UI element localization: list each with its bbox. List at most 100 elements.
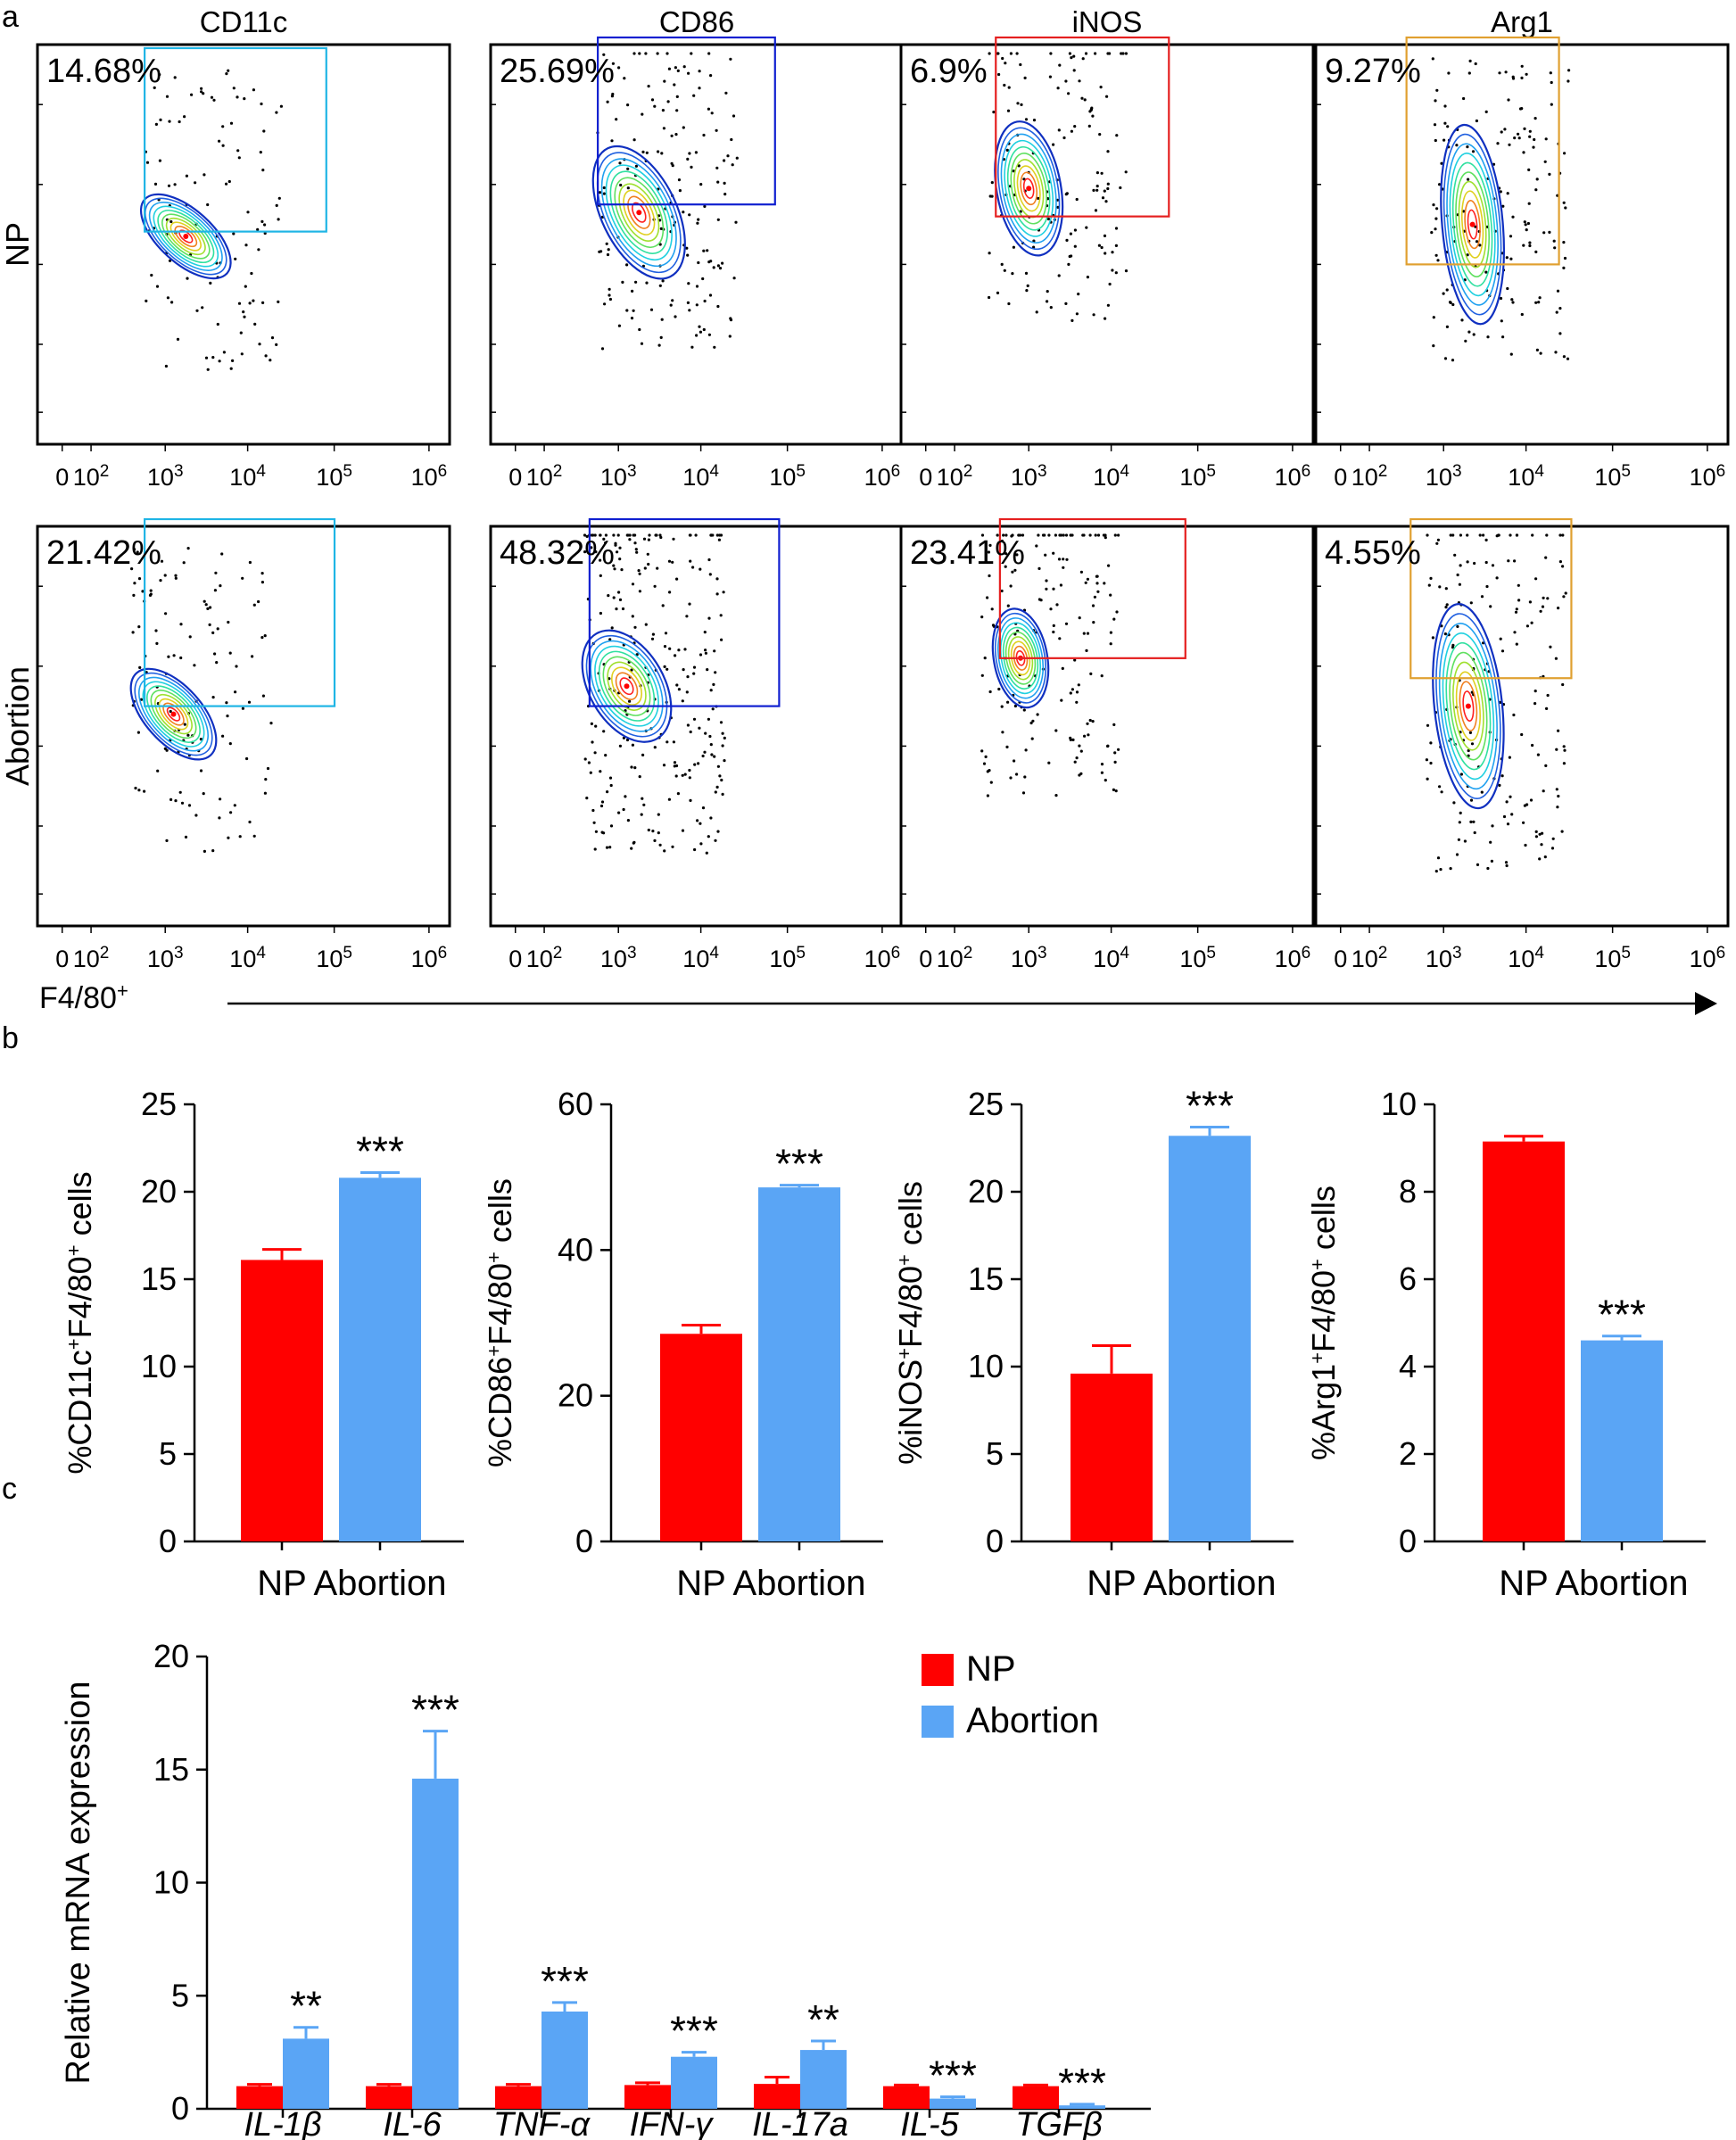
flow-event-dot (1550, 847, 1555, 850)
flow-event-dot (1545, 706, 1549, 711)
y-tick-label: 20 (968, 1173, 1004, 1210)
flow-contour-line (1438, 623, 1498, 790)
flow-event-dot (1525, 72, 1528, 76)
x-tick-label: NP (676, 1564, 726, 1603)
flow-event-dot (1100, 171, 1104, 175)
flow-event-dot (1104, 536, 1107, 540)
flow-event-dot (723, 759, 726, 763)
flow-event-dot (229, 121, 234, 125)
flow-contour-line (619, 677, 634, 696)
flow-event-dot (583, 757, 587, 761)
flow-event-dot (1539, 609, 1542, 613)
flow-event-dot (1113, 533, 1117, 537)
bar-abortion (1581, 1340, 1663, 1541)
flow-x-tick-label: 104 (229, 462, 266, 492)
flow-event-dot (1522, 151, 1525, 154)
flow-event-dot (604, 754, 608, 757)
flow-event-dot (203, 173, 206, 177)
flow-event-dot (719, 721, 723, 724)
flow-event-dot (184, 835, 188, 839)
flow-event-dot (235, 665, 238, 668)
flow-event-dot (706, 249, 709, 252)
flow-event-dot (1456, 624, 1459, 629)
flow-plot-frame (489, 43, 905, 446)
flow-event-dot (1544, 556, 1548, 559)
flow-event-dot (172, 654, 176, 657)
flow-event-dot (202, 92, 205, 95)
x-tick-label: NP (1087, 1564, 1137, 1603)
flow-event-dot (1058, 63, 1062, 67)
flow-event-dot (1429, 741, 1433, 745)
flow-event-dot (662, 127, 666, 130)
flow-event-dot (657, 150, 660, 153)
flow-density-peak (183, 234, 189, 239)
flow-event-dot (1436, 259, 1440, 262)
bar-abortion (1169, 1136, 1251, 1541)
y-tick-label: 15 (968, 1260, 1004, 1297)
flow-event-dot (182, 561, 186, 565)
flow-event-dot (1090, 106, 1094, 110)
flow-event-dot (719, 533, 723, 537)
flow-x-tick-label: 104 (682, 944, 719, 973)
flow-event-dot (1115, 134, 1119, 137)
flow-x-tick-label: 105 (1179, 462, 1216, 492)
flow-event-dot (1052, 630, 1055, 634)
flow-event-dot (1024, 271, 1029, 275)
flow-event-dot (1039, 599, 1043, 602)
flow-event-dot (133, 548, 136, 551)
flow-density-peak (624, 683, 630, 690)
flow-event-dot (1111, 251, 1114, 254)
flow-contour-line (134, 672, 213, 756)
flow-event-dot (158, 73, 161, 77)
flow-event-dot (1048, 75, 1052, 78)
flow-event-dot (1075, 312, 1079, 316)
flow-contour-line (1455, 171, 1490, 277)
flow-event-dot (248, 302, 252, 305)
flow-event-dot (1533, 690, 1537, 693)
flow-x-tick-label: 102 (1352, 944, 1388, 973)
flow-event-dot (1560, 830, 1564, 833)
flow-event-dot (1077, 683, 1080, 687)
flow-event-dot (277, 196, 281, 200)
flow-event-dot (1523, 220, 1526, 224)
flow-event-dot (1533, 117, 1537, 120)
flow-event-dot (1002, 533, 1005, 537)
flow-event-dot (650, 98, 655, 102)
flow-event-dot (1083, 734, 1087, 738)
flow-event-dot (659, 227, 663, 230)
flow-plot-abortion-arg1: 4.55% 0 102 103 104 105 106 (1314, 517, 1730, 973)
flow-event-dot (1528, 129, 1532, 133)
flow-event-dot (1561, 533, 1565, 537)
flow-event-dot (675, 95, 679, 98)
flow-x-tick-label: 0 (919, 464, 932, 491)
flow-event-dot (194, 814, 198, 817)
flow-event-dot (654, 533, 657, 537)
flow-event-dot (1045, 579, 1048, 583)
flow-event-dot (612, 564, 616, 567)
flow-contour-line (1007, 636, 1034, 681)
flow-event-dot (1511, 301, 1515, 304)
flow-event-dot (624, 795, 627, 798)
flow-contour-line (991, 607, 1050, 709)
flow-event-dot (1102, 533, 1105, 537)
flow-event-dot (1433, 123, 1437, 127)
flow-event-dot (1462, 210, 1466, 213)
flow-event-dot (260, 572, 264, 575)
flow-event-dot (1047, 533, 1051, 537)
flow-event-dot (1049, 306, 1053, 310)
flow-contour-line (1004, 139, 1054, 237)
flow-event-dot (1121, 52, 1125, 55)
bar-chart-2: 0 20 40 60 %CD86+F4/80+ cells NP Abortion *** (482, 1086, 883, 1603)
flow-x-tick-label: 106 (411, 462, 448, 492)
flow-event-dot (1124, 269, 1128, 273)
flow-event-dot (692, 717, 697, 721)
flow-event-dot (651, 830, 655, 833)
flow-event-dot (1431, 57, 1434, 61)
gate-percentage: 9.27% (1325, 53, 1421, 90)
bar-abortion (412, 1778, 459, 2109)
flow-event-dot (277, 300, 280, 303)
flow-event-dot (1064, 79, 1068, 83)
significance-label: *** (541, 1958, 589, 2004)
flow-event-dot (261, 301, 265, 304)
flow-event-dot (1543, 855, 1547, 859)
